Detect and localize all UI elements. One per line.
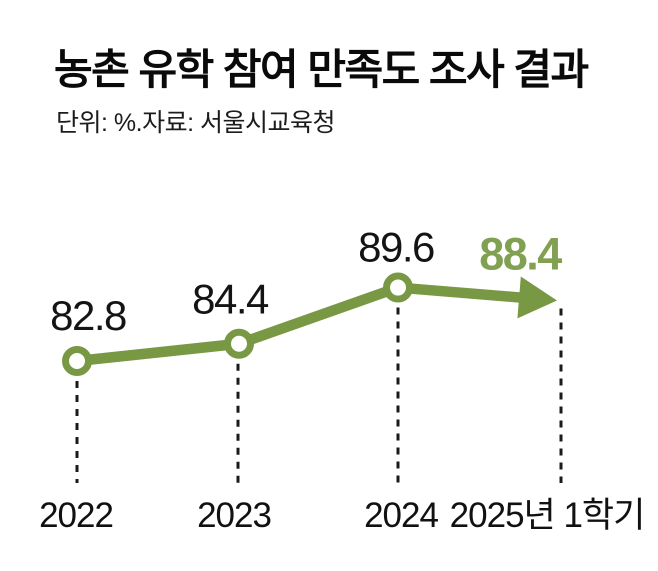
data-point-marker [383, 272, 413, 303]
trend-arrow-shaft [392, 282, 530, 304]
data-point-marker [224, 328, 254, 359]
value-label: 82.8 [50, 292, 126, 339]
x-axis-label: 2025년 1학기 [450, 496, 645, 535]
data-point-marker [62, 346, 92, 376]
x-axis-label: 2022 [39, 496, 113, 535]
x-axis-label: 2024 [364, 496, 438, 535]
value-label: 89.6 [358, 224, 434, 271]
trend-arrow-head [517, 276, 557, 319]
x-axis-label: 2023 [197, 496, 271, 535]
value-label: 84.4 [192, 276, 269, 323]
chart-title: 농촌 유학 참여 만족도 조사 결과 [54, 46, 589, 93]
highlight-value-label: 88.4 [479, 229, 562, 280]
chart-unit-source-note: 단위: %.자료: 서울시교육청 [56, 109, 335, 137]
